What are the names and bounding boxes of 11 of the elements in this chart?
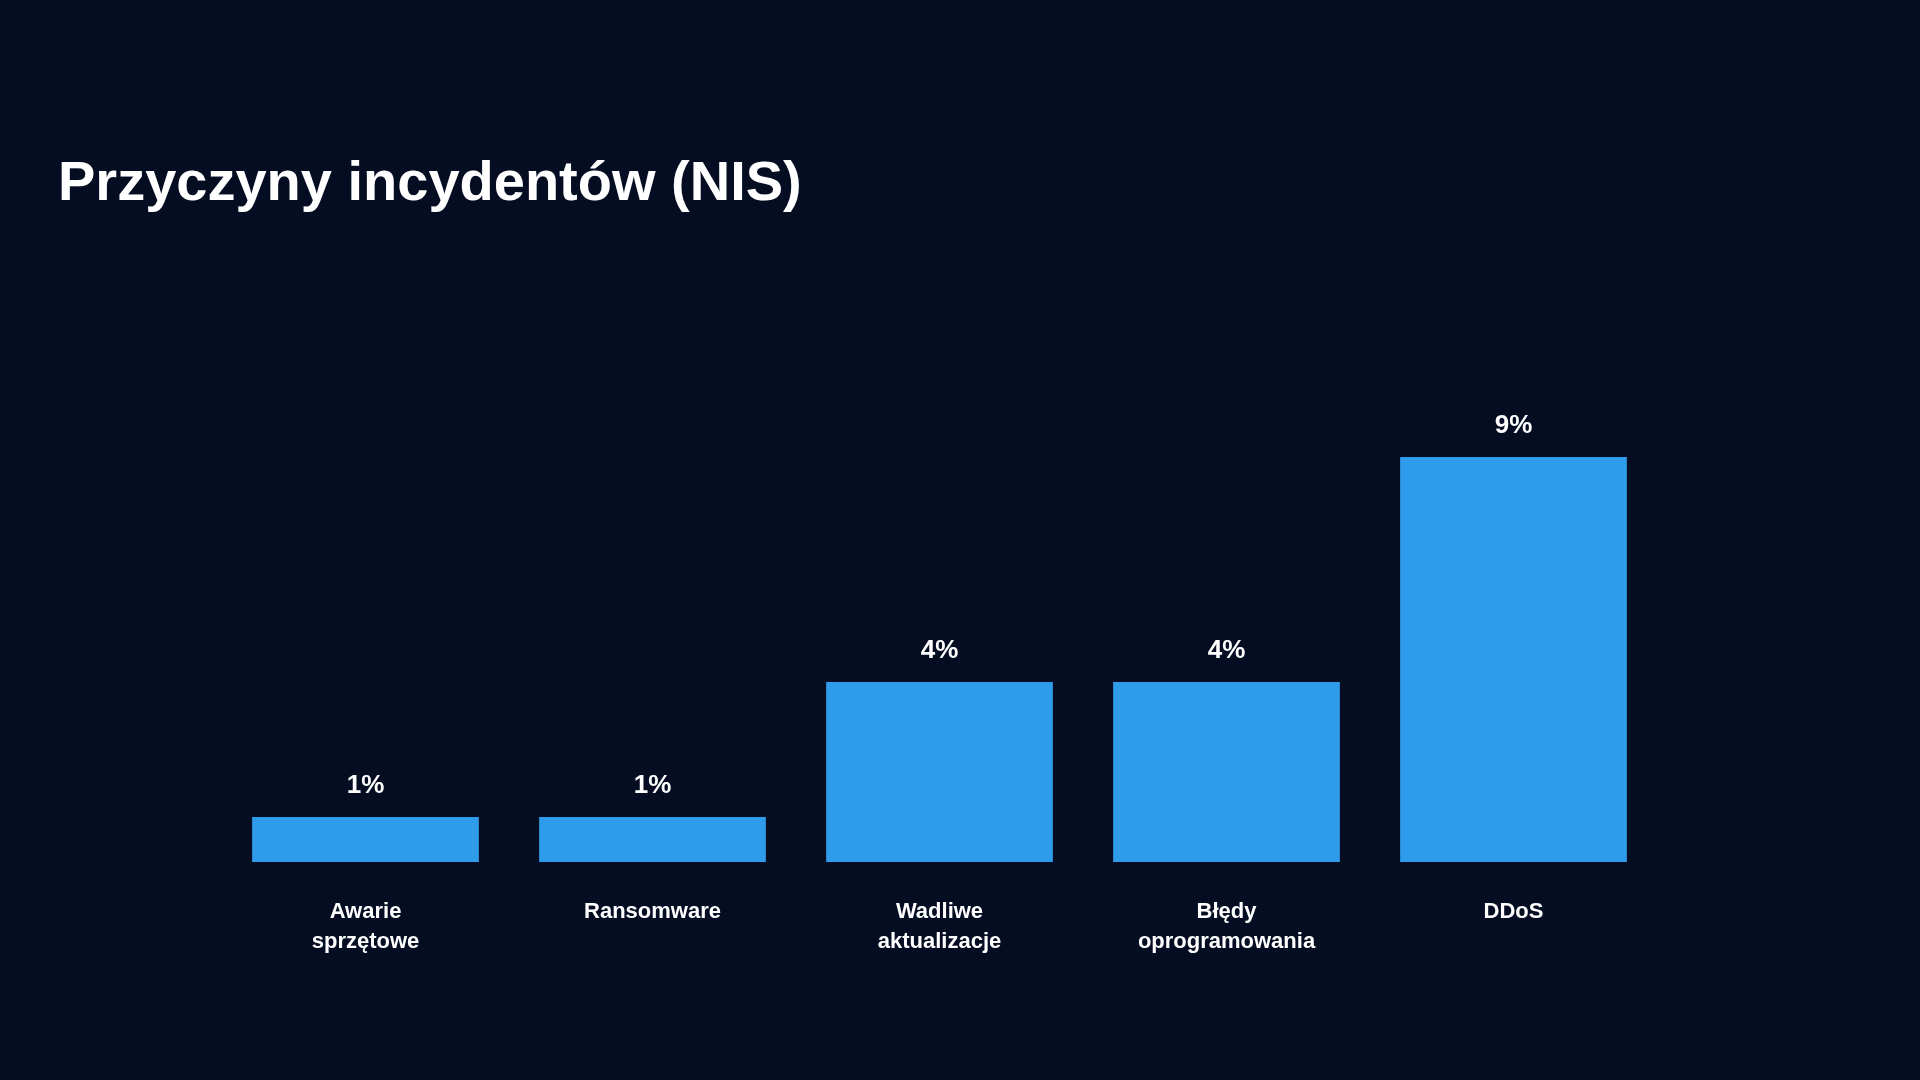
x-tick-label: Błędy oprogramowania: [1137, 897, 1316, 953]
data-label: 1%: [633, 769, 672, 799]
x-tick-label: Awarie sprzętowe: [311, 897, 420, 953]
data-label: 9%: [1494, 409, 1533, 439]
data-label: 4%: [920, 634, 959, 664]
x-tick-label: DDoS: [1483, 897, 1544, 923]
chart-title: Przyczyny incydentów (NIS): [58, 149, 802, 212]
data-label: 1%: [346, 769, 385, 799]
x-tick-label: Ransomware: [584, 897, 721, 923]
data-label: 4%: [1207, 634, 1246, 664]
x-tick-label: Wadliwe aktualizacje: [877, 897, 1002, 953]
